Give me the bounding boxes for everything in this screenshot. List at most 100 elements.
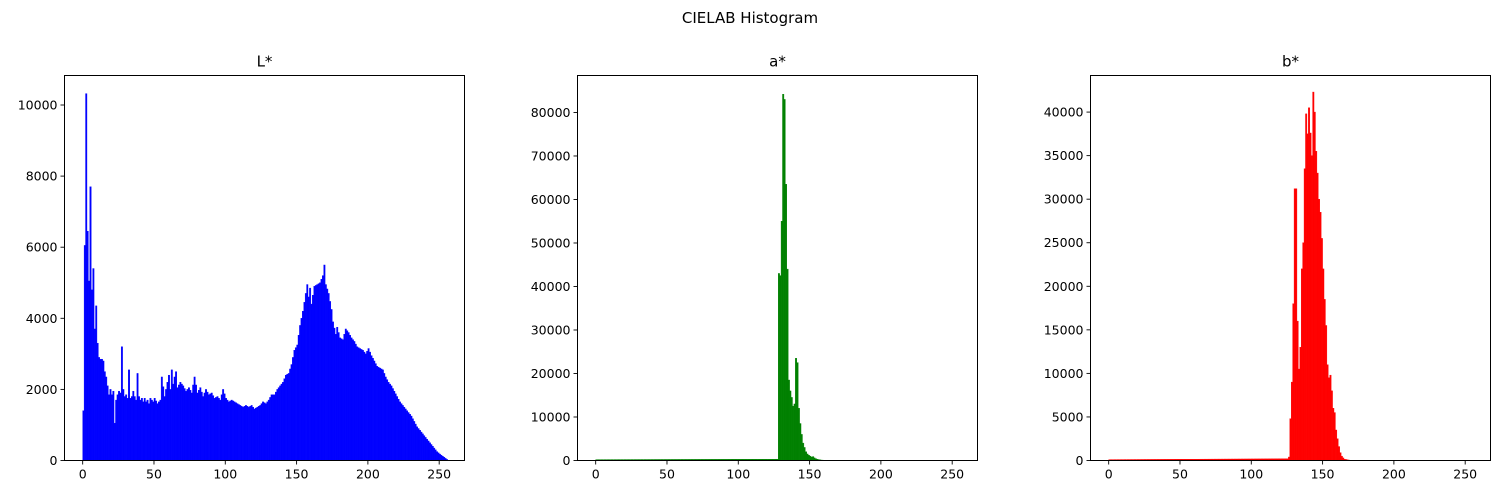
- histogram-bar: [323, 264, 326, 461]
- histogram-bar: [370, 355, 373, 461]
- histogram-bar: [394, 393, 397, 461]
- histogram-bar: [197, 390, 200, 461]
- histogram-bar: [401, 405, 404, 461]
- histogram-bar: [115, 399, 118, 461]
- histogram-bar: [289, 368, 292, 461]
- histogram-bar: [123, 396, 126, 461]
- histogram-bar: [175, 371, 177, 461]
- histogram-bar: [363, 351, 366, 461]
- histogram-bar: [1312, 91, 1315, 461]
- subplots: L*0 50 100 150 200 2500200040006000800010000a…: [18, 53, 1491, 482]
- histogram-bar: [273, 394, 276, 461]
- bstar-bars: [1108, 91, 1352, 461]
- histogram-bar: [142, 401, 145, 461]
- histogram-bar: [381, 369, 384, 461]
- y-tick-label: 40000: [1044, 105, 1084, 120]
- histogram-bar: [1305, 113, 1308, 461]
- histogram-bar: [297, 334, 300, 461]
- histogram-bar: [168, 374, 170, 461]
- figure-title: CIELAB Histogram: [682, 9, 818, 27]
- histogram-bar: [91, 289, 93, 461]
- histogram-bar: [406, 410, 409, 461]
- histogram-bar: [156, 403, 159, 461]
- histogram-bar: [332, 321, 334, 461]
- histogram-bar: [313, 286, 316, 461]
- histogram-bar: [310, 303, 313, 461]
- histogram-bar: [360, 349, 363, 461]
- histogram-bar: [120, 346, 123, 461]
- histogram-bar: [306, 284, 309, 461]
- histogram-bar: [1292, 303, 1295, 461]
- histogram-bar: [246, 406, 249, 461]
- histogram-bar: [202, 396, 205, 461]
- histogram-bar: [146, 399, 149, 461]
- histogram-bar: [106, 385, 109, 461]
- histogram-bar: [185, 390, 187, 461]
- histogram-bar: [212, 395, 215, 461]
- histogram-bar: [437, 452, 440, 461]
- histogram-bar: [243, 406, 246, 461]
- histogram-bar: [229, 400, 232, 461]
- histogram-bar: [438, 453, 441, 461]
- lstar-axes-frame: [64, 75, 465, 461]
- histogram-bar: [240, 406, 243, 461]
- histogram-bar: [780, 221, 783, 461]
- histogram-bar: [82, 410, 85, 461]
- histogram-bar: [1313, 111, 1316, 461]
- histogram-bar: [369, 351, 371, 461]
- histogram-bar: [233, 401, 236, 461]
- histogram-bar: [309, 287, 312, 461]
- histogram-bar: [250, 405, 253, 461]
- y-tick-label: 70000: [531, 148, 571, 163]
- histogram-bar: [303, 302, 306, 461]
- histogram-bar: [414, 423, 417, 461]
- histogram-bar: [150, 399, 153, 461]
- histogram-bar: [346, 330, 349, 461]
- histogram-bar: [367, 348, 370, 461]
- histogram-bar: [1291, 381, 1293, 461]
- histogram-bar: [95, 305, 98, 461]
- histogram-bar: [277, 387, 280, 461]
- histogram-bar: [108, 394, 110, 461]
- histogram-bar: [441, 456, 444, 461]
- histogram-bar: [296, 344, 299, 461]
- histogram-bar: [190, 392, 193, 461]
- histogram-bar: [333, 327, 336, 461]
- histogram-bar: [140, 398, 143, 461]
- histogram-bar: [420, 431, 423, 461]
- histogram-bar: [324, 284, 327, 461]
- x-tick-label: 0: [1105, 467, 1113, 482]
- histogram-bar: [1310, 155, 1313, 461]
- histogram-bar: [350, 337, 353, 461]
- histogram-bar: [269, 397, 272, 461]
- histogram-bar: [1335, 429, 1338, 461]
- histogram-bar: [293, 350, 296, 461]
- histogram-bar: [403, 406, 406, 461]
- histogram-bar: [153, 398, 156, 461]
- y-tick-label: 20000: [1044, 279, 1084, 294]
- histogram-bar: [165, 389, 168, 461]
- y-tick-label: 30000: [1044, 192, 1084, 207]
- histogram-bar: [343, 334, 346, 461]
- histogram-bar: [155, 400, 158, 461]
- histogram-bar: [192, 384, 195, 461]
- histogram-bar: [407, 412, 410, 461]
- x-tick-label: 50: [146, 467, 162, 482]
- histogram-bar: [129, 398, 132, 461]
- histogram-bar: [1293, 188, 1296, 461]
- histogram-bar: [136, 373, 139, 461]
- bstar-title: b*: [1282, 53, 1300, 71]
- histogram-bar: [257, 406, 260, 461]
- histogram-bar: [173, 376, 176, 461]
- histogram-bar: [128, 369, 130, 461]
- histogram-bar: [89, 186, 92, 461]
- histogram-bar: [410, 415, 413, 461]
- histogram-bar: [188, 387, 190, 461]
- histogram-bar: [384, 376, 387, 461]
- histogram-bar: [253, 408, 256, 461]
- histogram-bar: [242, 406, 245, 461]
- histogram-bar: [266, 401, 269, 461]
- histogram-bar: [342, 339, 344, 461]
- histogram-bar: [810, 456, 813, 461]
- histogram-bar: [304, 293, 307, 461]
